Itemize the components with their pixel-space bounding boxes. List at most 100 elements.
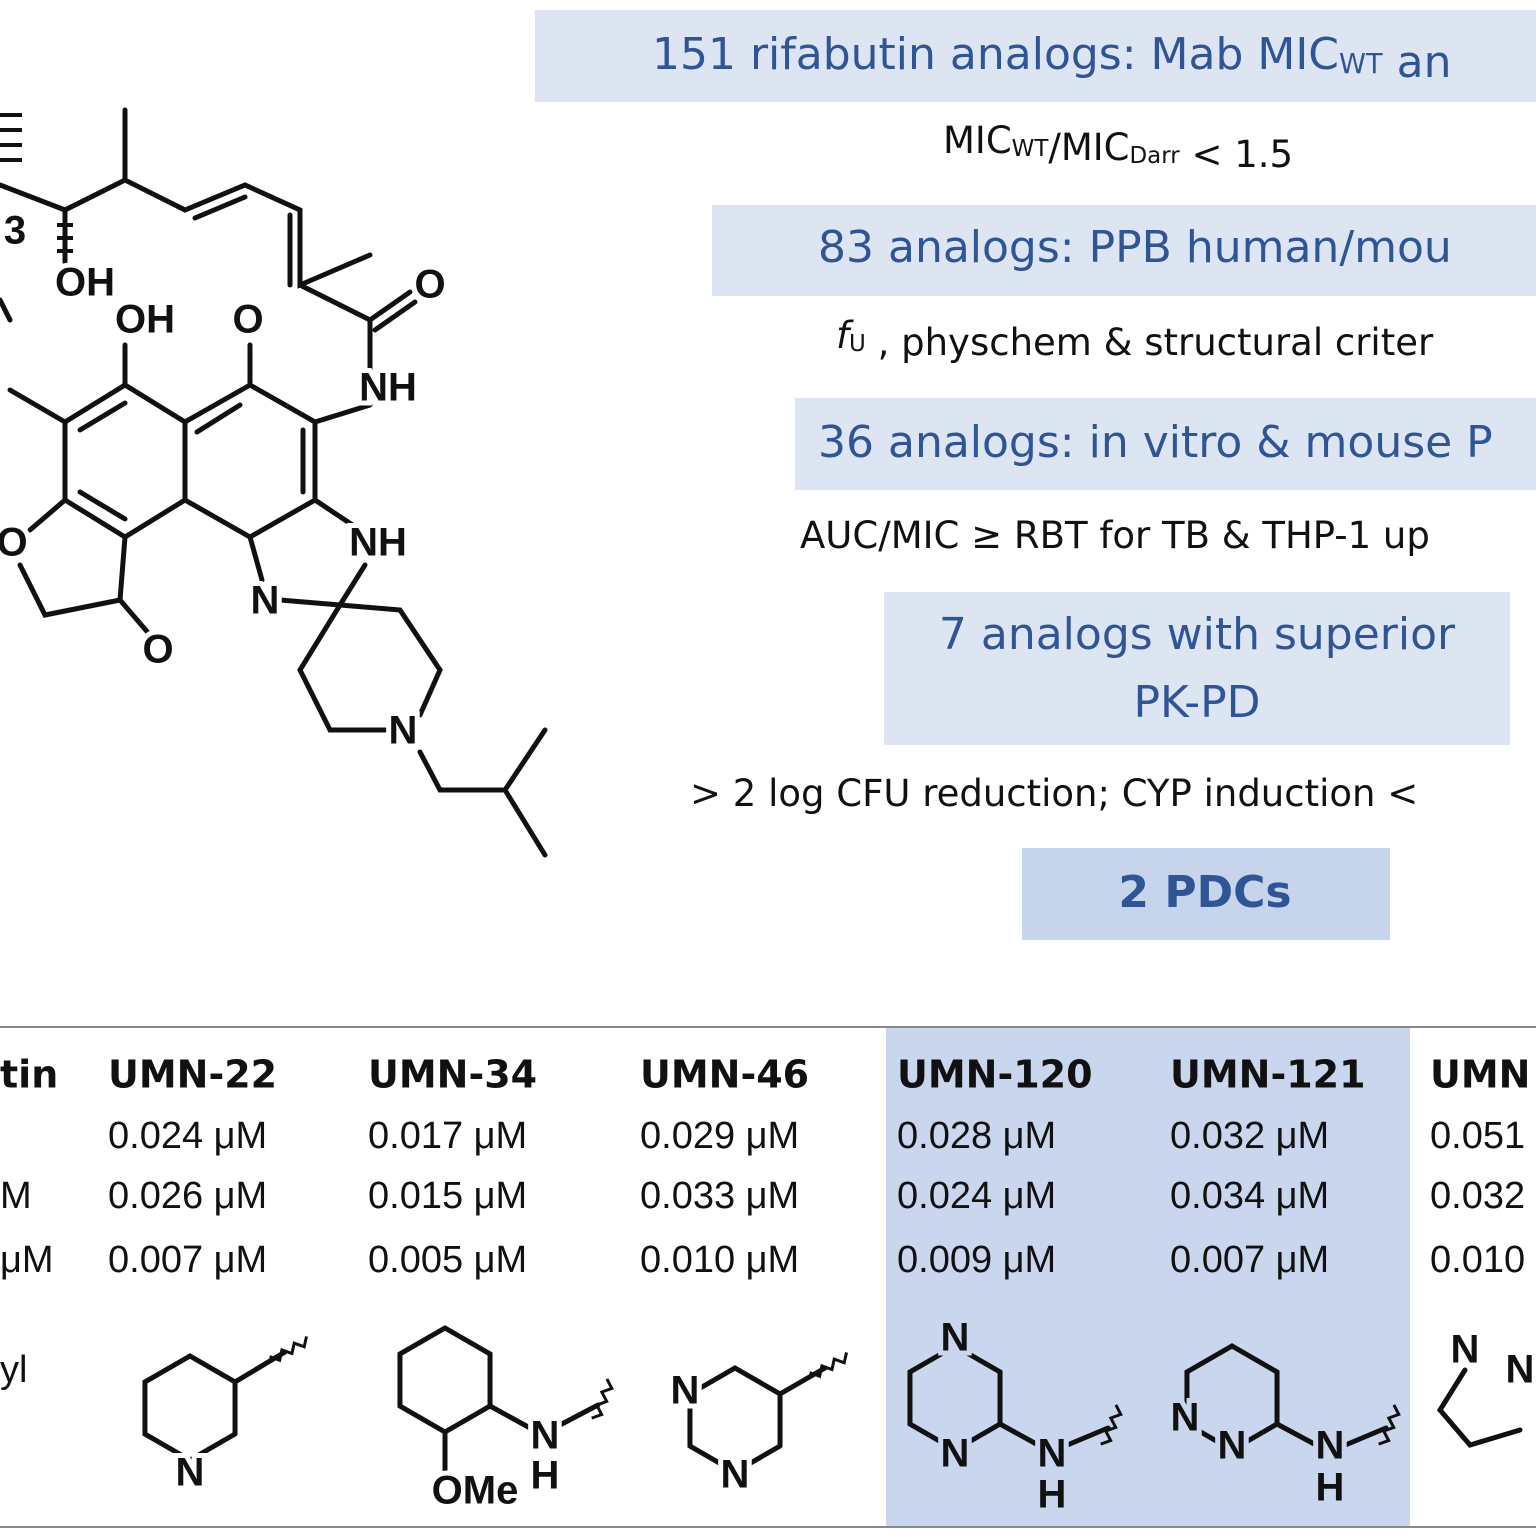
bond	[312, 497, 363, 533]
atom-label: N	[1171, 1396, 1200, 1440]
bond	[1062, 1425, 1111, 1449]
text-segment: an	[1383, 37, 1452, 88]
text-segment: 36 analogs: in vitro & mouse P	[818, 417, 1493, 468]
atom-label: O	[232, 298, 263, 342]
text-segment: 83 analogs: PPB human/mou	[818, 222, 1452, 273]
bond	[192, 194, 248, 221]
table-cell: M	[0, 1175, 32, 1217]
wavy-bond	[269, 1336, 308, 1363]
table-cell: 0.032	[1430, 1175, 1525, 1217]
bond	[194, 402, 243, 435]
bond	[142, 1353, 238, 1463]
bond	[1340, 1425, 1389, 1449]
wavy-bond	[809, 1352, 848, 1379]
text-segment: MIC	[943, 119, 1012, 162]
bond	[1436, 1367, 1523, 1448]
atom-label: H	[531, 1454, 560, 1498]
bond	[27, 497, 68, 533]
row-label: yl	[0, 1349, 27, 1391]
stage-box	[884, 592, 1510, 745]
atom-label: H	[1038, 1473, 1067, 1517]
bond	[62, 382, 188, 540]
atom-label: OH	[55, 261, 115, 305]
atom-label: NH	[359, 366, 417, 410]
bond	[0, 177, 373, 289]
bond	[397, 1325, 493, 1435]
bond	[417, 727, 548, 793]
atom-label: N	[1451, 1328, 1480, 1372]
text-line: 151 rifabutin analogs: Mab MICWT an	[652, 29, 1452, 88]
table-cell: 0.033 μM	[640, 1175, 799, 1217]
text-segment: 2 PDCs	[1118, 867, 1291, 918]
text-segment: PK-PD	[1133, 677, 1260, 728]
text-line: > 2 log CFU reduction; CYP induction <	[690, 772, 1418, 815]
bond	[502, 787, 548, 858]
bond	[997, 1421, 1043, 1449]
atom-label: NH	[349, 521, 407, 565]
text-segment: AUC/MIC ≥ RBT for TB & THP-1 up	[800, 514, 1430, 557]
bond	[557, 1402, 601, 1428]
text-line: 36 analogs: in vitro & mouse P	[818, 417, 1493, 468]
bond	[337, 602, 443, 718]
atom-label: N	[1506, 1348, 1535, 1392]
bond	[297, 602, 388, 733]
table-cell: 0.010 μM	[640, 1239, 799, 1281]
text-segment: , physchem & structural criter	[866, 320, 1434, 363]
table-cell: 0.034 μM	[1170, 1175, 1329, 1217]
bond	[17, 562, 123, 618]
column-header: UMN-22	[108, 1053, 277, 1097]
table-cell: 0.010	[1430, 1239, 1525, 1281]
atom-label: N	[671, 1369, 700, 1413]
bond	[277, 562, 368, 608]
table-cell: 0.024 μM	[897, 1175, 1056, 1217]
table-cell: 0.007 μM	[1170, 1239, 1329, 1281]
table-cell: 0.015 μM	[368, 1175, 527, 1217]
atom-label: O	[0, 521, 28, 565]
table-cell: μM	[0, 1239, 54, 1281]
bond	[777, 1365, 828, 1397]
table-cell: 0.028 μM	[897, 1115, 1056, 1157]
bond	[1274, 1421, 1321, 1449]
stage-box	[535, 10, 1536, 102]
text-line: PK-PD	[1133, 677, 1260, 728]
atom-label: N	[176, 1451, 205, 1495]
table-cell: 0.005 μM	[368, 1239, 527, 1281]
bond	[247, 534, 265, 583]
atom-label: N	[1218, 1424, 1247, 1468]
wavy-bond	[591, 1378, 614, 1420]
table-cell: 0.029 μM	[640, 1115, 799, 1157]
bond	[77, 400, 128, 433]
bond	[182, 382, 318, 540]
table-cell: 0.007 μM	[108, 1239, 267, 1281]
text-segment: /MIC	[1048, 125, 1129, 168]
atom-label: N	[1316, 1424, 1345, 1468]
atom-label: N	[1038, 1432, 1067, 1476]
text-segment: 151 rifabutin analogs: Mab MIC	[652, 29, 1339, 80]
column-header: UMN-121	[1170, 1053, 1366, 1097]
bond	[907, 1343, 1003, 1453]
bond	[1184, 1343, 1280, 1453]
atom-label: 3	[4, 209, 26, 253]
text-segment: > 2 log CFU reduction; CYP induction <	[690, 772, 1418, 815]
text-line: 83 analogs: PPB human/mou	[818, 222, 1452, 273]
table-cell: 0.032 μM	[1170, 1115, 1329, 1157]
column-header: UMN	[1430, 1053, 1530, 1097]
bond	[0, 297, 13, 323]
stage-box	[1022, 848, 1390, 940]
atom-label: OMe	[432, 1469, 519, 1513]
table-cell: 0.009 μM	[897, 1239, 1056, 1281]
text-line: AUC/MIC ≥ RBT for TB & THP-1 up	[800, 514, 1430, 557]
wavy-bond	[1378, 1404, 1401, 1446]
atom-label: N	[251, 579, 280, 623]
atom-label: N	[721, 1453, 750, 1497]
bond	[232, 1349, 288, 1385]
subscript: WT	[1339, 49, 1383, 80]
highlight-column	[886, 1028, 1410, 1527]
wavy-bond	[1100, 1404, 1123, 1446]
text-line: MICWT/MICDarr < 1.5	[943, 119, 1293, 176]
atom-label: O	[414, 263, 445, 307]
bond	[7, 387, 68, 425]
subscript: Darr	[1130, 142, 1181, 168]
